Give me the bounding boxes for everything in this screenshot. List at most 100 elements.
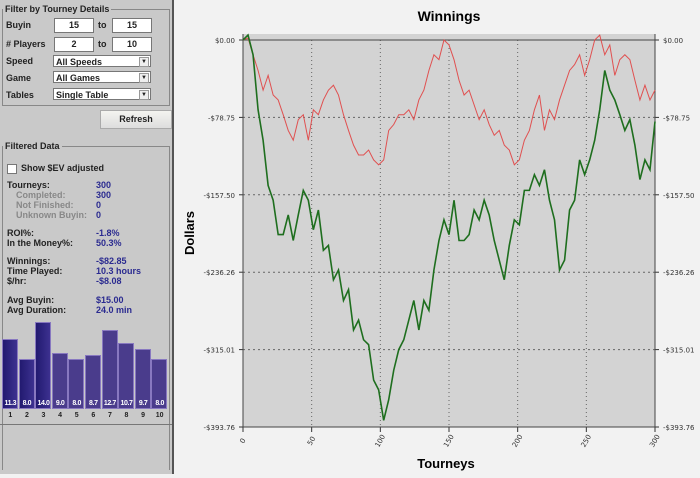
histogram-place: 6 (91, 412, 96, 419)
stat-value: 300 (96, 180, 112, 190)
buyin-to-input[interactable]: 15 (112, 18, 152, 33)
speed-select[interactable]: All Speeds ▼ (53, 55, 151, 67)
filtered-title: Filtered Data (5, 141, 60, 151)
chart-svg: Winnings Tourneys Dollars $0.00 $0.00 -$78.75… (182, 8, 695, 471)
to-label: to (98, 20, 107, 30)
histogram-value: 12.7 (103, 400, 116, 407)
histogram-bar (35, 322, 52, 409)
y-tick-label: $0.00 (215, 37, 235, 45)
histogram-value: 8.0 (155, 400, 164, 407)
y-tick-label-right: -$315.01 (663, 347, 694, 355)
y-axis-label: Dollars (182, 211, 197, 255)
histogram-bar (134, 348, 151, 409)
ev-adjusted-checkbox[interactable] (7, 164, 17, 174)
game-select[interactable]: All Games ▼ (53, 71, 151, 83)
stat-value: 0 (96, 210, 102, 220)
histogram-place: 8 (124, 412, 129, 419)
series-line-evadjusted (242, 34, 656, 166)
histogram-place: 10 (155, 412, 164, 419)
histogram-bar (51, 353, 68, 409)
x-tick-label: 150 (442, 433, 456, 449)
histogram-value: 9.0 (55, 400, 65, 407)
stat-label: In the Money%: (7, 238, 74, 248)
stat-label: Avg Duration: (7, 305, 67, 315)
stat-value: 300 (96, 190, 112, 200)
refresh-button[interactable]: Refresh (100, 110, 172, 129)
x-tick-label: 0 (238, 437, 247, 445)
histogram-place: 4 (58, 412, 63, 419)
y-tick-label: -$236.26 (204, 269, 236, 277)
chart-title: Winnings (418, 8, 481, 24)
histogram-bar (151, 359, 168, 409)
game-value: All Games (56, 73, 101, 83)
histogram-bar (118, 342, 135, 409)
stat-value: 50.3% (96, 238, 122, 248)
y-tick-label-right: -$236.26 (663, 269, 695, 277)
histogram-value: 8.7 (89, 400, 98, 407)
tables-value: Single Table (56, 90, 109, 100)
x-tick-label: 250 (580, 433, 594, 449)
histogram-value: 9.7 (138, 400, 148, 407)
histogram-value: 14.0 (37, 400, 50, 407)
speed-label: Speed (6, 56, 34, 66)
stat-value: $15.00 (96, 295, 124, 305)
histogram-place: 9 (141, 412, 146, 419)
stat-value: -$8.08 (96, 276, 122, 286)
histogram-place: 1 (8, 412, 13, 419)
stat-label: Not Finished: (16, 200, 74, 210)
x-tick-label: 200 (511, 433, 525, 449)
tables-label: Tables (6, 90, 34, 100)
y-tick-label-right: -$78.75 (663, 114, 690, 122)
y-tick-label-right: $0.00 (663, 37, 683, 45)
histogram-place: 5 (74, 412, 79, 419)
players-from-input[interactable]: 2 (54, 37, 94, 52)
stat-label: ROI%: (7, 228, 34, 238)
y-tick-label-right: -$157.50 (663, 192, 694, 200)
stat-label: Time Played: (7, 266, 63, 276)
stat-label: Unknown Buyin: (16, 210, 87, 220)
histogram-bar (18, 359, 35, 409)
histogram-value: 8.0 (72, 400, 81, 407)
speed-value: All Speeds (56, 57, 103, 67)
histogram-value: 11.3 (4, 400, 17, 407)
y-tick-label: -$393.76 (204, 424, 236, 432)
x-tick-label: 100 (374, 433, 388, 449)
chevron-down-icon[interactable]: ▼ (139, 90, 149, 100)
stat-label: Tourneys: (7, 180, 50, 190)
filtered-data-group: Filtered Data (2, 141, 170, 470)
y-tick-label: -$157.50 (204, 192, 235, 200)
chevron-down-icon[interactable]: ▼ (139, 57, 149, 67)
game-label: Game (6, 73, 32, 83)
histogram-bar (85, 354, 101, 409)
filter-title: Filter by Tourney Details (5, 4, 110, 14)
players-to-input[interactable]: 10 (112, 37, 152, 52)
filter-group: Filter by Tourney Details (2, 4, 170, 106)
stat-label: $/hr: (7, 276, 27, 286)
histogram-bar (101, 330, 118, 409)
histogram-place: 3 (41, 412, 46, 419)
tables-select[interactable]: Single Table ▼ (53, 88, 151, 100)
stat-value: 24.0 min (96, 305, 133, 315)
histogram-place: 2 (24, 412, 29, 419)
ev-adjusted-label: Show $EV adjusted (21, 163, 105, 173)
histogram-value: 8.0 (22, 400, 32, 407)
histogram-value: 10.7 (120, 400, 133, 407)
series-line-winnings (242, 33, 656, 421)
buyin-from-input[interactable]: 15 (54, 18, 94, 33)
players-label: # Players (6, 39, 46, 49)
y-tick-label: -$78.75 (208, 114, 235, 122)
stat-label: Avg Buyin: (7, 295, 55, 305)
buyin-label: Buyin (6, 20, 32, 30)
stat-label: Completed: (16, 190, 66, 200)
finish-histogram: 11.3 1 8.0 2 14.0 3 9.0 4 8.0 5 8.7 6 12.7 7 10.7 8 9.7 9… (0, 320, 172, 425)
x-tick-label: 50 (306, 435, 317, 447)
histogram-bar (68, 359, 85, 409)
chevron-down-icon[interactable]: ▼ (139, 73, 149, 83)
to-label: to (98, 39, 107, 49)
y-tick-label: -$315.01 (204, 347, 235, 355)
filter-panel: Filter by Tourney Details Buyin 15 to 15… (0, 0, 174, 474)
histogram-place: 7 (107, 412, 112, 419)
x-axis-label: Tourneys (417, 456, 475, 471)
stat-value: -1.8% (96, 228, 120, 238)
stat-label: Winnings: (7, 256, 51, 266)
